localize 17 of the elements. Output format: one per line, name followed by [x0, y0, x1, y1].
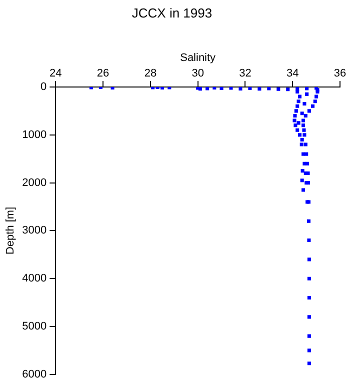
x-axis-title: Salinity — [180, 52, 216, 64]
y-tick-label: 4000 — [22, 272, 47, 285]
y-tick-label: 6000 — [22, 368, 47, 380]
x-tick-label: 28 — [144, 67, 157, 80]
x-tick-label: 34 — [286, 67, 299, 80]
y-tick-label: 0 — [40, 81, 47, 94]
x-tick-label: 26 — [96, 67, 110, 80]
x-tick-label: 30 — [192, 67, 204, 80]
y-tick-label: 5000 — [22, 320, 47, 333]
x-tick-label: 24 — [50, 67, 62, 80]
y-tick-label: 1000 — [22, 128, 47, 141]
x-tick-label: 32 — [239, 67, 252, 80]
y-tick-label: 3000 — [22, 224, 47, 237]
x-tick-label: 36 — [334, 67, 346, 80]
chart-title: JCCX in 1993 — [132, 5, 212, 20]
y-axis-title: Depth [m] — [4, 206, 17, 255]
y-tick-label: 2000 — [22, 176, 47, 189]
